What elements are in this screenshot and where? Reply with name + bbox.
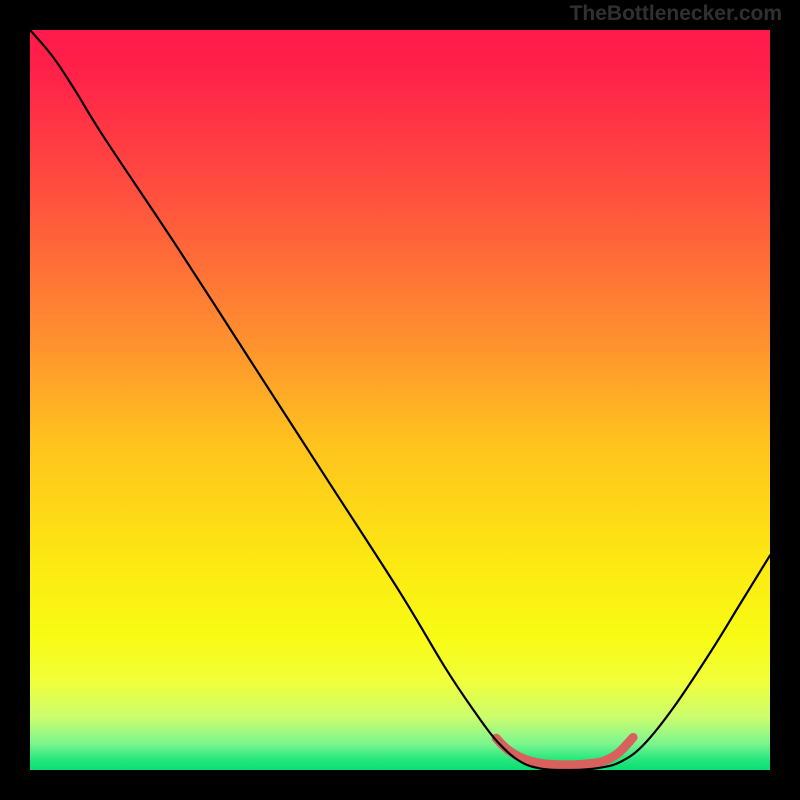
watermark-text: TheBottlenecker.com bbox=[570, 2, 782, 26]
bottleneck-chart bbox=[30, 30, 770, 770]
chart-gradient-bg bbox=[30, 30, 770, 770]
